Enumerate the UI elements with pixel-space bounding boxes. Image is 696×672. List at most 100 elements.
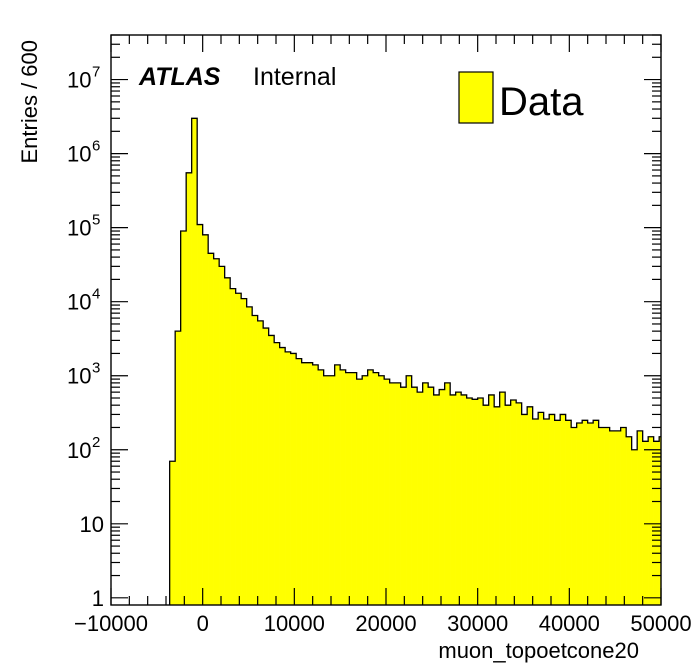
histogram-bar: [191, 118, 198, 605]
histogram-bar: [356, 379, 363, 605]
histogram-bar: [384, 379, 390, 605]
histogram-bar: [406, 375, 412, 605]
legend-swatch: [458, 71, 494, 124]
histogram-bar: [538, 412, 544, 605]
histogram-bar: [323, 375, 330, 605]
histogram-bar: [428, 387, 434, 605]
histogram-bar: [219, 266, 225, 605]
y-tick-label: 10: [80, 512, 104, 537]
y-tick-exponent: 3: [92, 360, 100, 377]
histogram-bar: [202, 234, 209, 605]
legend-entry: Data: [499, 80, 584, 124]
x-tick-label: 20000: [355, 611, 416, 636]
internal-label: Internal: [253, 63, 336, 91]
histogram-bar: [593, 420, 599, 605]
histogram-bar: [543, 419, 550, 605]
histogram-bar: [373, 372, 379, 605]
histogram-bar: [576, 422, 583, 605]
histogram-bar: [466, 398, 473, 605]
histogram-bar: [213, 258, 220, 605]
histogram-bar: [279, 347, 286, 605]
histogram-bar: [472, 399, 478, 605]
histogram-bar: [400, 387, 407, 605]
histogram-bar: [516, 402, 522, 605]
histogram-bar: [367, 369, 374, 605]
histogram-bar: [587, 422, 594, 605]
histogram-bar: [395, 382, 401, 605]
histogram-bar: [252, 315, 258, 605]
histogram-bar: [340, 369, 346, 605]
histogram-bar: [604, 427, 610, 605]
histogram-bar: [312, 364, 319, 605]
histogram-bar: [626, 436, 632, 605]
histogram-bar: [208, 253, 214, 605]
histogram-bar: [257, 320, 264, 605]
histogram-bar: [565, 420, 572, 605]
histogram-bar: [389, 382, 396, 605]
atlas-label: ATLAS: [138, 63, 221, 91]
y-axis-title: Entries / 600: [17, 40, 42, 164]
histogram-bar: [246, 306, 253, 605]
legend: Data: [458, 71, 584, 124]
histogram-bar: [296, 358, 302, 605]
x-tick-label: 50000: [630, 611, 691, 636]
histogram-bar: [417, 392, 423, 605]
histogram-bar: [439, 389, 445, 605]
histogram-bar: [615, 430, 621, 605]
y-tick-exponent: 2: [92, 434, 100, 451]
y-tick-label: 1: [92, 586, 104, 611]
histogram-bar: [483, 405, 489, 605]
histogram-bar: [186, 172, 192, 605]
histogram-bar: [560, 414, 566, 605]
y-tick-exponent: 6: [92, 138, 100, 155]
histogram-bar: [620, 427, 627, 605]
histogram-bar: [180, 231, 187, 605]
histogram-bar: [505, 405, 511, 605]
histogram-bar: [334, 364, 341, 605]
histogram-bar: [351, 372, 357, 605]
histogram-bar: [433, 394, 440, 605]
histogram-bar: [521, 414, 528, 605]
histogram-bar: [549, 414, 555, 605]
histogram-bar: [582, 420, 588, 605]
histogram-bar: [301, 362, 308, 605]
histogram-bar: [532, 419, 539, 605]
y-tick-label: 10: [67, 142, 91, 167]
histogram-bar: [477, 398, 484, 605]
histogram-bar: [307, 362, 313, 605]
y-tick-label: 10: [67, 216, 91, 241]
histogram-bar: [631, 449, 638, 605]
y-tick-exponent: 5: [92, 212, 100, 229]
histogram-bar: [598, 427, 605, 605]
x-tick-labels: −10000 0 10000 20000 30000 40000 50000: [74, 611, 692, 636]
histogram-bar: [653, 441, 660, 605]
histogram-bar: [642, 441, 649, 605]
histogram-bar: [241, 298, 247, 605]
y-tick-label: 10: [67, 438, 91, 463]
histogram-bar: [175, 331, 181, 605]
histogram-bar: [499, 392, 506, 605]
histogram-bar: [230, 288, 236, 605]
histogram-bar: [329, 375, 335, 605]
histogram-bar: [461, 394, 467, 605]
histogram-bar: [224, 277, 231, 605]
x-axis-title: muon_topoetcone20: [438, 638, 639, 663]
histogram-bar: [444, 382, 451, 605]
histogram-bar: [571, 427, 577, 605]
histogram-bar: [235, 293, 242, 605]
histogram-bar: [510, 399, 517, 605]
histogram-bar: [648, 436, 654, 605]
histogram-bars: [169, 118, 662, 605]
histogram-bar: [554, 420, 561, 605]
histogram-bar: [169, 461, 176, 605]
histogram-bar: [318, 369, 324, 605]
y-tick-label: 10: [67, 68, 91, 93]
y-tick-exponent: 4: [92, 286, 100, 303]
histogram-bar: [268, 335, 275, 605]
histogram-outline: [169, 117, 661, 605]
axis-ticks: [110, 34, 662, 605]
histogram-bar: [345, 372, 352, 605]
histogram-bar: [290, 353, 297, 605]
x-tick-label: 0: [197, 611, 209, 636]
